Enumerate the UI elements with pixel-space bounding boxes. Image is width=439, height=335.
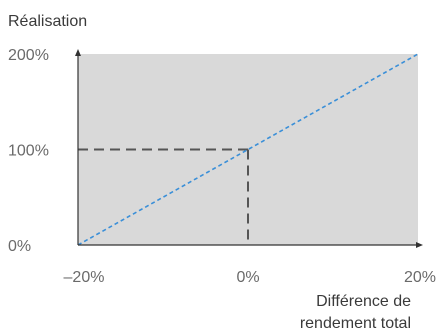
x-axis-title-line-1: Différence de	[316, 293, 411, 310]
plot-area	[77, 53, 419, 246]
y-tick-label: 100%	[8, 143, 49, 160]
x-axis-arrow-icon	[416, 242, 423, 248]
x-tick-label: –20%	[64, 269, 105, 286]
x-tick-label: 0%	[236, 269, 259, 286]
y-tick-label: 200%	[8, 47, 49, 64]
labels: Réalisation Différence de rendement tota…	[8, 13, 436, 332]
y-tick-label: 0%	[8, 238, 31, 255]
y-axis-arrow-icon	[75, 49, 81, 56]
x-axis-title-line-2: rendement total	[300, 315, 411, 332]
y-axis-title: Réalisation	[8, 13, 87, 30]
series-line-1	[77, 53, 419, 246]
x-tick-label: 20%	[404, 269, 436, 286]
axes	[75, 49, 423, 248]
